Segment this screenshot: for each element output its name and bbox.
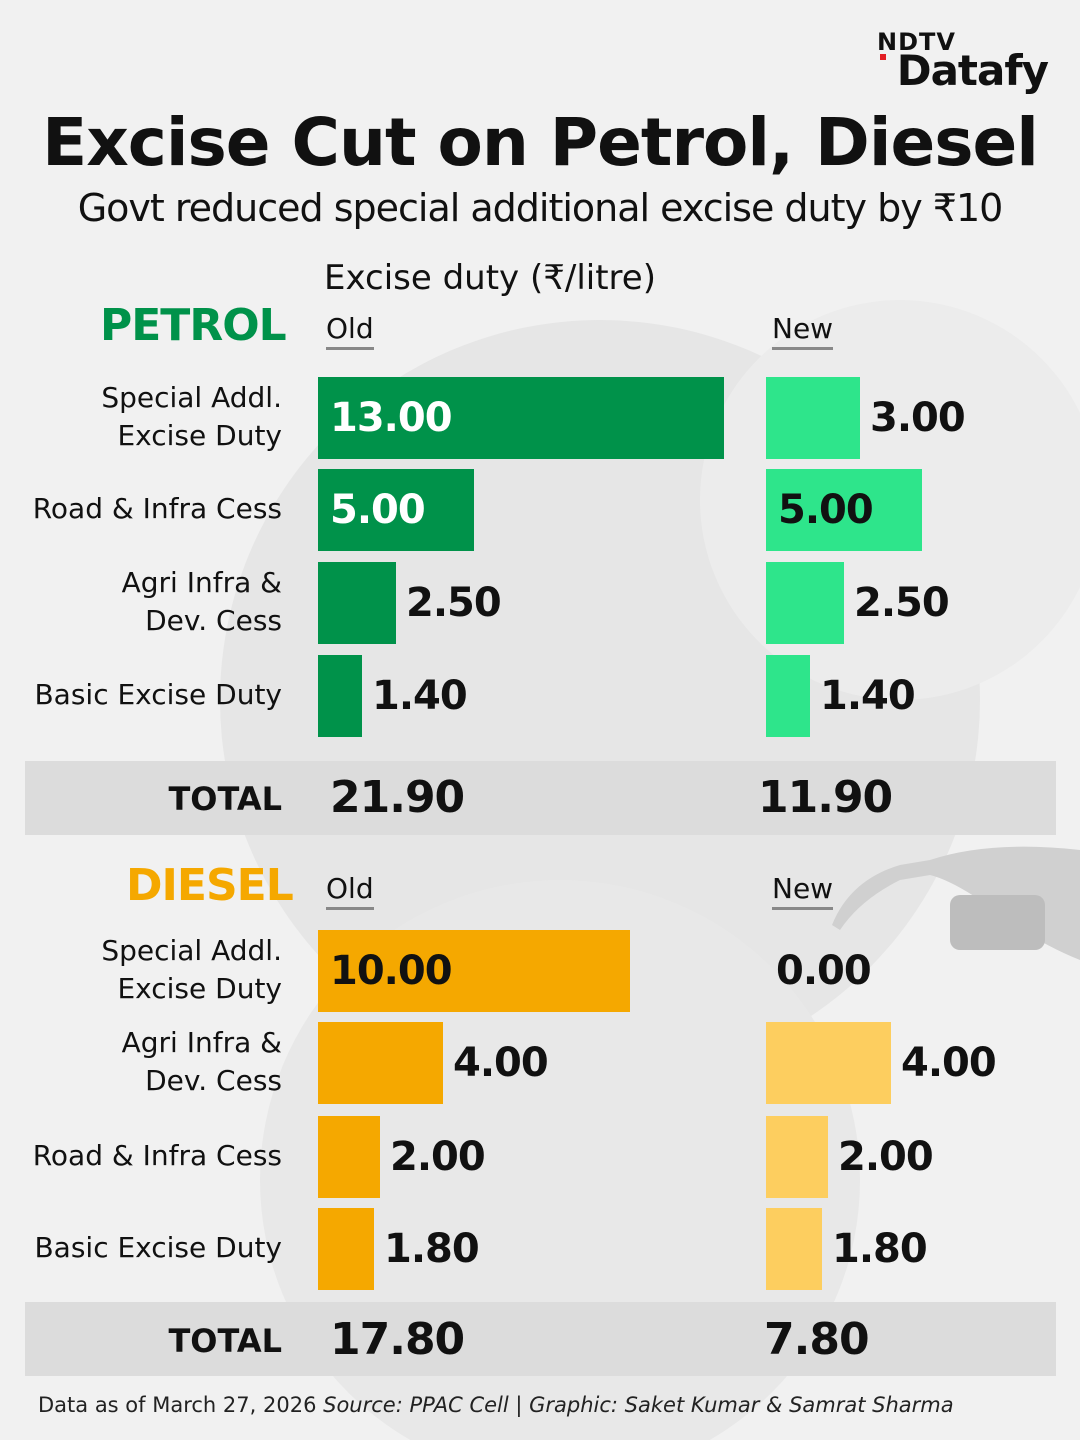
bar [318,1116,380,1198]
bar-value-label: 2.50 [854,580,950,626]
row-label: Special Addl. Excise Duty [10,932,282,1008]
brand-logo-bottom: Datafy [896,46,1049,95]
row-label-line: Agri Infra & [121,1026,282,1059]
total-row-background [25,1302,1056,1376]
row-label-line: Special Addl. [101,381,282,414]
row-label-line: Dev. Cess [145,1064,282,1097]
bar-value-label: 5.00 [330,487,426,533]
bar-value-label: 2.00 [838,1134,934,1180]
bar [766,1116,828,1198]
row-label: Basic Excise Duty [10,676,282,714]
row-label: Agri Infra & Dev. Cess [10,1024,282,1100]
bar [766,1022,891,1104]
section-label: DIESEL [126,860,294,911]
row-label-line: Road & Infra Cess [32,492,282,525]
row-label-line: Basic Excise Duty [34,678,282,711]
row-label-line: Dev. Cess [145,604,282,637]
bar [766,377,860,459]
row-label-line: Basic Excise Duty [34,1231,282,1264]
bar [766,469,922,551]
bar-value-label: 2.00 [390,1134,486,1180]
fuel-nozzle-icon [832,846,1080,960]
row-label-line: Excise Duty [117,419,282,452]
row-label: Road & Infra Cess [10,490,282,528]
bar-value-label: 13.00 [330,395,453,441]
brand-dot-icon [880,54,886,60]
bar-value-label: 1.40 [820,673,916,719]
chart-subtitle: Govt reduced special additional excise d… [77,186,1004,230]
row-label-line: Agri Infra & [121,566,282,599]
bar [318,469,474,551]
column-header-new: New [772,872,834,910]
bar [318,930,630,1012]
bar-value-label: 2.50 [406,580,502,626]
bar [318,655,362,737]
row-label: Road & Infra Cess [10,1137,282,1175]
footer-date: Data as of March 27, 2026 [38,1393,317,1417]
bar-value-label: 10.00 [330,948,453,994]
bar-value-label: 1.40 [372,673,468,719]
brand-logo: NDTV Datafy [877,28,1049,98]
total-label: TOTAL [168,1322,282,1360]
bar-value-label: 5.00 [778,487,874,533]
brand-logo-top: NDTV [877,28,956,56]
bar [318,377,724,459]
footer-source: Source: PPAC Cell [323,1393,509,1417]
row-label: Special Addl. Excise Duty [10,379,282,455]
column-header-old: Old [326,312,374,350]
bar [766,1208,822,1290]
total-label: TOTAL [168,780,282,818]
row-label: Basic Excise Duty [10,1229,282,1267]
column-header-new: New [772,312,834,350]
bar-value-label: 1.80 [832,1226,928,1272]
footer: Data as of March 27, 2026 Source: PPAC C… [38,1393,954,1417]
total-value-new: 11.90 [758,772,893,823]
bar-value-label: 3.00 [870,395,966,441]
bar [766,562,844,644]
bar [318,562,396,644]
bar-value-label: 1.80 [384,1226,480,1272]
total-row-background [25,761,1056,835]
section-label: PETROL [100,300,287,351]
row-label-line: Excise Duty [117,972,282,1005]
total-value-new: 7.80 [764,1314,870,1365]
total-value-old: 21.90 [330,772,465,823]
bar [318,1208,374,1290]
column-header-old: Old [326,872,374,910]
bar-value-label: 4.00 [901,1040,997,1086]
bar [318,1022,443,1104]
footer-credit: | Graphic: Saket Kumar & Samrat Sharma [515,1393,954,1417]
row-label-line: Road & Infra Cess [32,1139,282,1172]
bar-value-label: 0.00 [776,948,872,994]
axis-title: Excise duty (₹/litre) [324,258,656,298]
bar [766,655,810,737]
row-label: Agri Infra & Dev. Cess [10,564,282,640]
row-label-line: Special Addl. [101,934,282,967]
bar-value-label: 4.00 [453,1040,549,1086]
chart-title: Excise Cut on Petrol, Diesel [42,104,1039,181]
total-value-old: 17.80 [330,1314,465,1365]
